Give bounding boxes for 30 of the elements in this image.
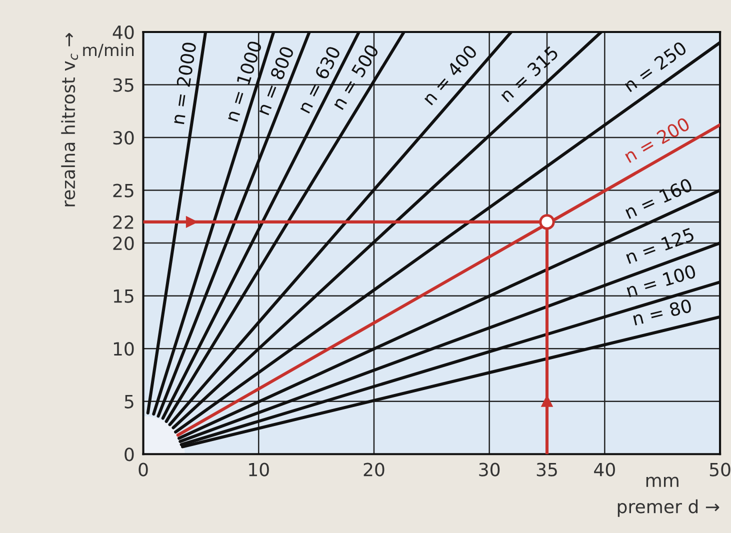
y-tick-label: 5 [124, 395, 134, 408]
y-tick-label: 20 [113, 236, 134, 250]
x-tick-label: 0 [138, 462, 148, 476]
x-tick-label: 40 [594, 462, 615, 476]
text: n = 160 [624, 178, 694, 220]
text: n = 250 [622, 40, 688, 92]
text: n = 2000 [170, 42, 196, 124]
y-tick-label: 25 [113, 184, 134, 198]
y-axis-title: rezalna hitrost v$_{c}$ → [61, 32, 78, 206]
text: n = 80 [632, 298, 692, 326]
x-tick-label: 10 [249, 462, 269, 476]
x-tick-label: 50 [710, 462, 730, 476]
y-tick-label: 40 [112, 25, 134, 40]
x-tick-label: 20 [364, 462, 384, 476]
text: n = 125 [624, 227, 695, 264]
y-tick-label: 10 [114, 342, 134, 356]
x-tick-label: 30 [479, 462, 500, 476]
y-tick-label: 15 [114, 290, 134, 303]
text: n = 400 [422, 44, 478, 106]
text: n = 100 [626, 264, 696, 298]
y-tick-label: 0 [124, 448, 134, 462]
text: n = 200 [623, 116, 691, 164]
text: mm [646, 476, 678, 487]
x-axis-title: premer d → [618, 499, 720, 517]
text: m/min [83, 43, 134, 58]
y-tick-label: 35 [113, 78, 134, 92]
y-tick-label: 22 [113, 215, 134, 229]
x-tick-label: 35 [536, 462, 557, 476]
text: n = 315 [498, 45, 560, 102]
y-tick-label: 30 [113, 130, 134, 145]
